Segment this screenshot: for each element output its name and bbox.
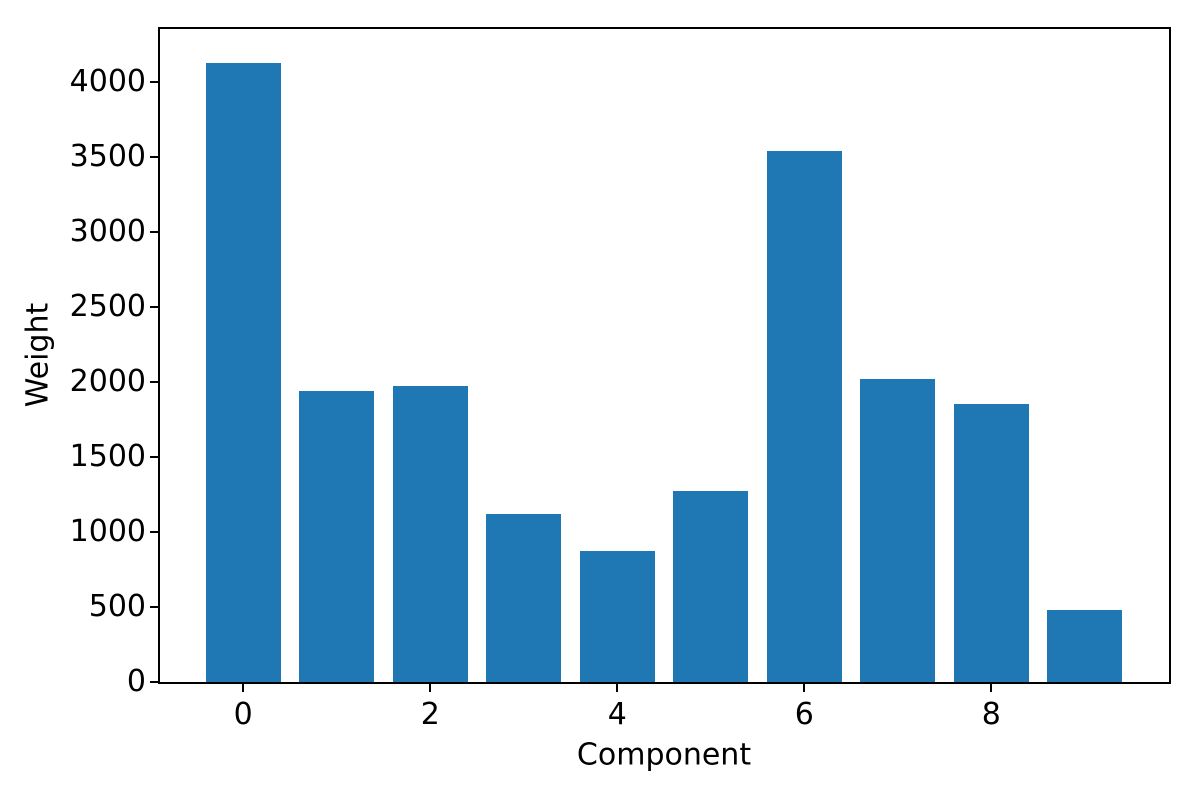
bar-component-2 (392, 386, 468, 682)
bar-component-9 (1047, 609, 1123, 682)
y-tick-mark (150, 455, 158, 458)
y-tick-label: 1000 (69, 513, 146, 549)
bar-component-1 (299, 390, 375, 682)
y-tick-label: 2500 (69, 288, 146, 324)
y-tick-label: 1500 (69, 438, 146, 474)
x-axis-label: Component (576, 737, 752, 773)
y-tick-mark (150, 380, 158, 383)
y-tick-mark (150, 155, 158, 158)
bar-component-5 (673, 490, 749, 682)
y-tick-mark (150, 530, 158, 533)
y-tick-mark (150, 80, 158, 83)
y-tick-label: 3500 (69, 138, 146, 174)
bar-component-3 (486, 513, 562, 682)
x-tick-label: 8 (981, 697, 1001, 732)
y-tick-mark (150, 681, 158, 683)
y-tick-mark (150, 305, 158, 308)
y-tick-mark (150, 230, 158, 233)
x-tick-label: 4 (607, 697, 627, 732)
y-tick-label: 2000 (69, 363, 146, 399)
x-tick-mark (429, 684, 432, 692)
y-tick-label: 500 (88, 588, 146, 624)
x-tick-mark (242, 684, 245, 692)
y-tick-label: 4000 (69, 63, 146, 99)
y-tick-label: 0 (126, 664, 146, 699)
x-tick-mark (990, 684, 993, 692)
bar-component-4 (579, 551, 655, 682)
x-tick-mark (616, 684, 619, 692)
y-tick-mark (150, 605, 158, 608)
x-tick-label: 0 (233, 697, 253, 732)
plot-area (158, 27, 1171, 684)
bar-component-6 (766, 150, 842, 682)
bar-component-7 (860, 378, 936, 682)
y-tick-label: 3000 (69, 213, 146, 249)
bar-component-0 (205, 62, 281, 682)
bar-component-8 (953, 404, 1029, 682)
x-tick-mark (803, 684, 806, 692)
x-tick-label: 2 (420, 697, 440, 732)
x-tick-label: 6 (794, 697, 814, 732)
